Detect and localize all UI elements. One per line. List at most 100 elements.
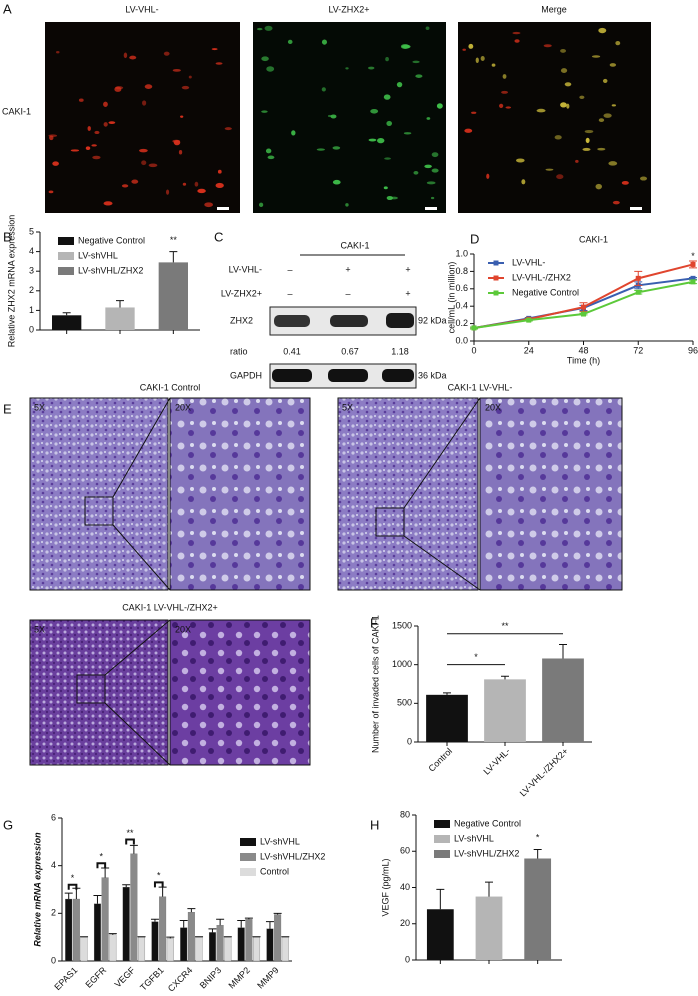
- cell: [204, 202, 213, 208]
- cell: [78, 98, 84, 102]
- cell: [172, 68, 181, 72]
- line: [473, 263, 694, 329]
- error-bar: [116, 300, 124, 308]
- cell: [591, 55, 601, 58]
- cell: [597, 147, 606, 151]
- legend-label: LV-shVHL: [78, 250, 118, 260]
- marker: [635, 275, 641, 281]
- cell: [545, 168, 554, 171]
- y-axis-label: Relative mRNA expression: [32, 832, 42, 947]
- magnification: 5X: [34, 624, 45, 634]
- y-tick-label: 0: [51, 955, 56, 965]
- cell: [370, 108, 379, 114]
- bar: [138, 937, 146, 962]
- cell: [502, 74, 507, 79]
- cell: [129, 55, 137, 60]
- zoom-box: [375, 507, 405, 537]
- cell: [103, 201, 113, 206]
- cell: [611, 104, 616, 107]
- cell: [383, 94, 391, 100]
- y-tick-label: 1000: [392, 659, 412, 669]
- cell: [564, 82, 572, 87]
- bar: [195, 937, 203, 962]
- cell: [377, 138, 385, 144]
- cell: [217, 169, 222, 174]
- cell: [215, 62, 223, 65]
- legend-swatch: [493, 260, 499, 266]
- cell: [425, 26, 430, 30]
- x-tick-label: LV-VHL-: [481, 746, 512, 777]
- y-axis-label: cell/mL (in million): [446, 262, 456, 334]
- bar: [208, 932, 216, 962]
- y-tick-label: 20: [400, 918, 410, 928]
- x-tick-label: MMP9: [255, 965, 280, 990]
- micrograph-red: [45, 22, 240, 213]
- error-bar: [129, 844, 138, 854]
- cell: [163, 51, 170, 56]
- marker: [690, 275, 696, 281]
- y-tick-label: 0: [407, 736, 412, 746]
- y-tick-label: 0.6: [455, 283, 468, 293]
- micrograph: [479, 397, 623, 591]
- cell: [501, 90, 509, 94]
- error-bar: [64, 892, 73, 900]
- cell: [48, 134, 58, 138]
- cell: [144, 84, 153, 89]
- cell: [211, 48, 218, 51]
- legend-swatch: [434, 820, 450, 828]
- legend-label: LV-shVHL: [260, 836, 300, 846]
- bar: [109, 934, 117, 962]
- cell: [345, 67, 349, 70]
- image-title: CAKI-1 Control: [140, 382, 201, 392]
- cell: [556, 174, 564, 180]
- x-tick-label: 24: [524, 345, 534, 355]
- column-title: LV-VHL-: [125, 4, 158, 14]
- y-tick-label: 0.0: [455, 335, 468, 345]
- scale-bar: [425, 207, 437, 210]
- zoom-line: [112, 397, 171, 591]
- cell: [426, 181, 436, 185]
- cell: [87, 126, 91, 131]
- cell: [114, 86, 122, 92]
- bar: [151, 921, 159, 962]
- cell: [148, 163, 158, 168]
- error-bar: [273, 912, 282, 915]
- cell: [639, 176, 648, 181]
- cell: [608, 161, 618, 166]
- cell: [92, 155, 101, 160]
- error-bar: [122, 884, 131, 888]
- scale-bar: [217, 207, 229, 210]
- cell: [412, 60, 420, 64]
- cell: [173, 139, 181, 146]
- cell: [536, 108, 546, 113]
- cell: [259, 202, 264, 207]
- cell: [505, 106, 512, 109]
- bar: [426, 909, 454, 960]
- error-bar: [166, 936, 175, 939]
- ratio: 1.18: [391, 346, 409, 356]
- micrograph-merge: [458, 22, 651, 213]
- legend-swatch: [240, 868, 256, 876]
- cell: [514, 39, 520, 43]
- cell: [426, 117, 431, 120]
- cell: [566, 103, 570, 109]
- cell: [165, 189, 170, 195]
- x-tick-label: EPAS1: [52, 965, 79, 992]
- cell: [560, 102, 567, 108]
- annotation: *: [71, 873, 75, 883]
- cell: [182, 182, 187, 186]
- error-bar: [265, 921, 274, 929]
- cell: [560, 48, 566, 53]
- legend-label: LV-VHL-/ZHX2: [512, 272, 571, 282]
- condition-sign: –: [287, 288, 292, 298]
- cell: [215, 182, 224, 189]
- cell: [139, 148, 148, 153]
- y-tick-label: 6: [51, 812, 56, 822]
- bar: [484, 679, 526, 742]
- cell: [291, 130, 296, 136]
- error-bar: [150, 918, 159, 922]
- panel-label: B: [3, 229, 12, 244]
- x-tick-label: 0: [471, 345, 476, 355]
- x-tick-label: LV-VHL-/ZHX2+: [518, 746, 570, 798]
